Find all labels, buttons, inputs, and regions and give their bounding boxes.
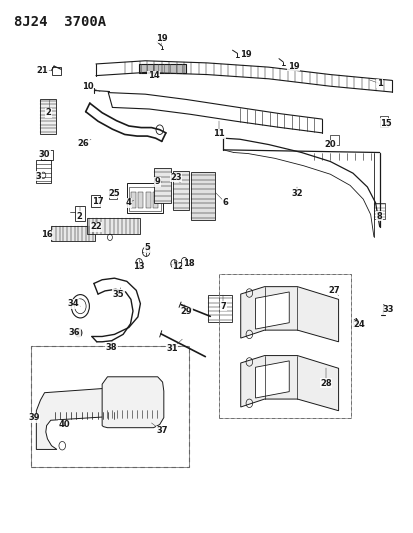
- Text: 37: 37: [156, 426, 167, 435]
- Bar: [52, 67, 60, 75]
- Bar: [153, 192, 158, 208]
- Bar: [40, 100, 56, 134]
- Bar: [145, 192, 150, 208]
- Bar: [173, 171, 189, 211]
- Text: 4: 4: [126, 198, 131, 207]
- Bar: [31, 346, 189, 467]
- Bar: [91, 196, 100, 207]
- Text: 17: 17: [92, 197, 104, 206]
- Text: 13: 13: [133, 262, 145, 271]
- Polygon shape: [102, 377, 164, 427]
- Bar: [219, 274, 350, 418]
- Bar: [219, 274, 350, 418]
- Bar: [87, 217, 140, 233]
- Bar: [330, 135, 339, 144]
- Text: 19: 19: [287, 62, 299, 70]
- Text: 26: 26: [78, 139, 89, 148]
- Polygon shape: [240, 287, 338, 342]
- Text: 23: 23: [170, 173, 182, 182]
- Text: 19: 19: [156, 34, 167, 43]
- Text: 12: 12: [172, 262, 184, 271]
- Text: 28: 28: [320, 378, 331, 387]
- Text: 36: 36: [69, 328, 80, 337]
- Text: 2: 2: [76, 212, 82, 221]
- Text: 38: 38: [106, 343, 117, 352]
- Bar: [379, 116, 387, 126]
- Text: 21: 21: [36, 66, 48, 75]
- Bar: [51, 226, 95, 241]
- Text: 8: 8: [376, 212, 382, 221]
- Text: 22: 22: [90, 222, 102, 231]
- Bar: [208, 295, 232, 321]
- Text: 8J24  3700A: 8J24 3700A: [14, 14, 106, 29]
- Text: 30: 30: [39, 150, 50, 159]
- Text: 2: 2: [45, 108, 52, 117]
- Text: 6: 6: [222, 198, 228, 207]
- Text: 34: 34: [67, 299, 79, 308]
- Text: 32: 32: [291, 189, 303, 198]
- Polygon shape: [36, 387, 126, 449]
- Text: 1: 1: [376, 79, 382, 88]
- Text: 16: 16: [40, 230, 52, 239]
- Text: 39: 39: [28, 413, 40, 422]
- Text: 18: 18: [182, 260, 194, 268]
- Polygon shape: [255, 292, 289, 329]
- Text: 7: 7: [220, 302, 226, 311]
- Text: 3: 3: [36, 172, 41, 181]
- Bar: [153, 168, 171, 203]
- Bar: [191, 172, 215, 220]
- Bar: [131, 192, 135, 208]
- Text: 10: 10: [82, 82, 93, 91]
- Text: 5: 5: [144, 244, 150, 253]
- Text: 19: 19: [240, 50, 251, 59]
- Polygon shape: [255, 361, 289, 398]
- Text: 31: 31: [166, 344, 178, 353]
- Bar: [126, 183, 163, 214]
- Text: 9: 9: [154, 177, 160, 186]
- Text: 33: 33: [381, 305, 393, 314]
- Bar: [128, 187, 161, 211]
- Bar: [31, 346, 189, 467]
- Bar: [109, 190, 117, 199]
- Bar: [138, 192, 143, 208]
- Text: 29: 29: [180, 307, 192, 316]
- Text: 15: 15: [379, 119, 391, 128]
- Circle shape: [75, 328, 82, 337]
- Bar: [373, 203, 384, 219]
- Polygon shape: [240, 356, 338, 411]
- Bar: [139, 64, 186, 74]
- Text: 14: 14: [147, 71, 159, 80]
- Bar: [74, 206, 85, 221]
- Text: 40: 40: [58, 420, 70, 429]
- Text: 27: 27: [328, 286, 339, 295]
- Bar: [36, 160, 51, 183]
- Text: 25: 25: [108, 189, 120, 198]
- Text: 11: 11: [213, 130, 225, 139]
- Text: 20: 20: [324, 140, 335, 149]
- Text: 35: 35: [112, 289, 124, 298]
- Bar: [41, 150, 53, 160]
- Text: 24: 24: [352, 320, 364, 329]
